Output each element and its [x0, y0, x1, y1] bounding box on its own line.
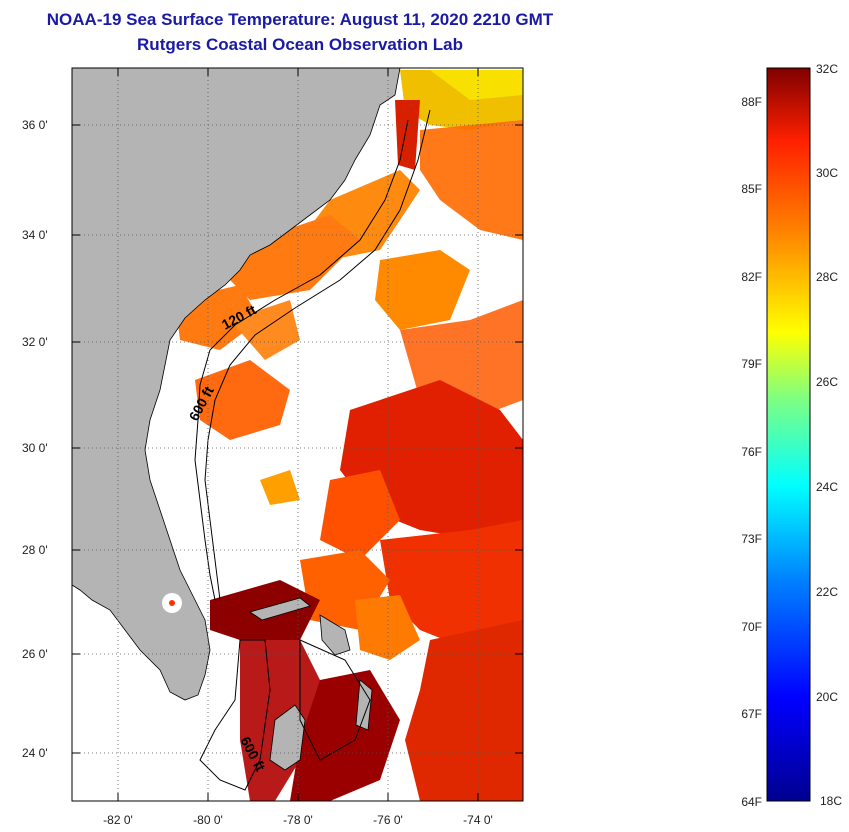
lat-label-26: 26 0': [22, 647, 48, 661]
colorbar: [766, 67, 811, 802]
map-subtitle: Rutgers Coastal Ocean Observation Lab: [137, 35, 463, 54]
colorbar-label-28c: 28C: [816, 270, 838, 284]
colorbar-label-73f: 73F: [741, 532, 762, 546]
sst-patches: [175, 70, 523, 801]
colorbar-label-85f: 85F: [741, 182, 762, 196]
colorbar-label-67f: 67F: [741, 707, 762, 721]
contour-120ft: [194, 119, 409, 601]
colorbar-label-18c: 18C: [820, 794, 842, 808]
lon-label-74: -74 0': [463, 813, 493, 827]
land-bahamas-abaco: [319, 614, 351, 656]
lon-label-80: -80 0': [193, 813, 223, 827]
colorbar-label-82f: 82F: [741, 270, 762, 284]
colorbar-label-88f: 88F: [741, 95, 762, 109]
lat-label-36: 36 0': [22, 118, 48, 132]
land-southeast-us: [72, 68, 401, 701]
map-panel: 120 ft 600 ft 600 ft: [72, 68, 523, 801]
colorbar-label-24c: 24C: [816, 480, 838, 494]
lon-axis: [117, 68, 479, 801]
lat-label-32: 32 0': [22, 335, 48, 349]
lon-label-82: -82 0': [103, 813, 133, 827]
colorbar-label-26c: 26C: [816, 375, 838, 389]
land-bahamas-andros: [269, 704, 306, 771]
colorbar-label-32c: 32C: [816, 62, 838, 76]
colorbar-label-20c: 20C: [816, 690, 838, 704]
contour-600ft: [204, 109, 431, 601]
land-grand-bahama: [249, 597, 311, 621]
colorbar-label-79f: 79F: [741, 357, 762, 371]
colorbar-label-22c: 22C: [816, 585, 838, 599]
land-bahamas-eleuthera: [355, 679, 373, 731]
lat-label-24: 24 0': [22, 746, 48, 760]
colorbar-label-30c: 30C: [816, 166, 838, 180]
lat-axis: [72, 124, 523, 754]
lon-label-78: -78 0': [283, 813, 313, 827]
map-title: NOAA-19 Sea Surface Temperature: August …: [46, 10, 554, 29]
lat-label-34: 34 0': [22, 228, 48, 242]
lat-label-30: 30 0': [22, 441, 48, 455]
colorbar-label-76f: 76F: [741, 445, 762, 459]
colorbar-label-70f: 70F: [741, 620, 762, 634]
lon-label-76: -76 0': [373, 813, 403, 827]
contour-bahamas: [199, 639, 271, 791]
colorbar-label-64f: 64F: [741, 795, 762, 809]
lat-label-28: 28 0': [22, 543, 48, 557]
